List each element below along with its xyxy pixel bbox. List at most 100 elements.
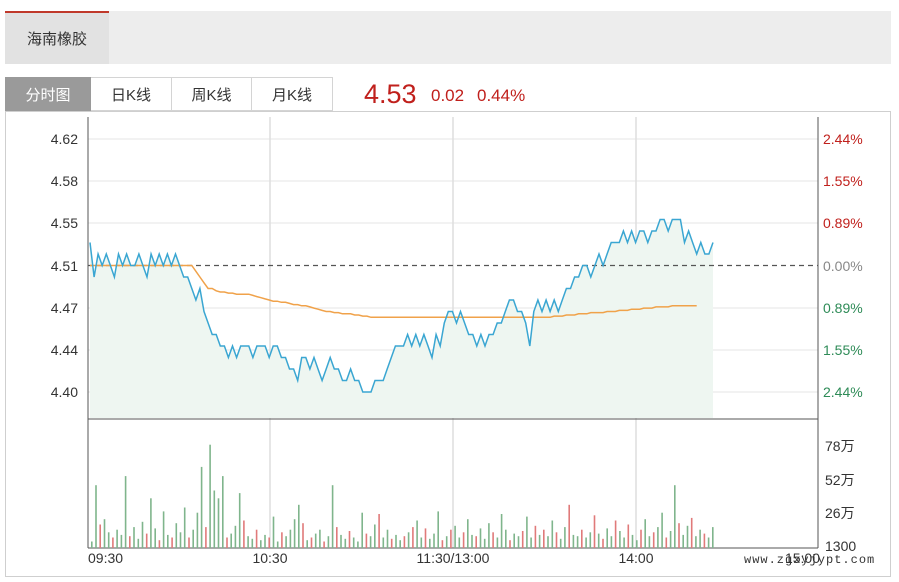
- volume-bar: [631, 534, 634, 548]
- volume-tick-label: 26万: [825, 505, 855, 521]
- volume-bar: [572, 534, 575, 548]
- volume-bar: [712, 527, 714, 548]
- volume-bar: [310, 537, 313, 548]
- volume-bar: [103, 519, 106, 548]
- volume-bar: [500, 514, 503, 548]
- volume-bar: [589, 532, 592, 548]
- time-tick-label: 09:30: [88, 550, 123, 566]
- tab-monthly-k[interactable]: 月K线: [252, 77, 333, 111]
- volume-bar: [369, 536, 372, 548]
- volume-bar: [196, 512, 199, 548]
- stock-name-tab[interactable]: 海南橡胶: [5, 11, 109, 64]
- volume-bar: [623, 537, 625, 548]
- volume-bar: [636, 540, 638, 548]
- price-line: [89, 218, 714, 393]
- volume-bar: [298, 504, 300, 548]
- volume-bar: [437, 511, 439, 548]
- volume-bar: [167, 534, 169, 548]
- volume-bar: [91, 541, 93, 548]
- volume-bar: [230, 533, 232, 548]
- volume-bar: [648, 536, 651, 548]
- volume-bar: [348, 531, 351, 548]
- volume-bar: [306, 540, 308, 548]
- volume-bar: [222, 476, 224, 548]
- volume-bar: [538, 534, 541, 548]
- volume-bar: [661, 512, 663, 548]
- volume-bar: [234, 525, 237, 548]
- time-tick-label: 11:30/13:00: [417, 550, 490, 566]
- volume-bar: [559, 538, 562, 548]
- volume-bar: [412, 527, 414, 548]
- volume-tick-label: 52万: [825, 472, 855, 488]
- price-tick-label: 4.47: [51, 300, 78, 316]
- volume-bar: [289, 529, 292, 548]
- volume-bar: [137, 538, 140, 548]
- volume-bar: [251, 538, 254, 548]
- volume-bar: [534, 525, 537, 548]
- volume-bar: [644, 519, 646, 548]
- volume-bar: [255, 529, 258, 548]
- volume-bar: [555, 532, 558, 548]
- percent-tick-label: 2.44%: [823, 384, 863, 400]
- volume-bar: [678, 523, 680, 548]
- volume-bar: [352, 537, 355, 548]
- volume-bar: [116, 529, 118, 548]
- volume-bar: [192, 529, 194, 548]
- volume-bar: [627, 524, 630, 548]
- volume-bar: [150, 498, 152, 548]
- volume-bar: [445, 536, 448, 548]
- volume-bar: [272, 516, 275, 548]
- volume-bar: [260, 540, 262, 548]
- volume-bar: [226, 537, 228, 548]
- avg-price-line: [90, 264, 697, 319]
- volume-bar: [606, 528, 608, 548]
- volume-bar: [99, 524, 101, 548]
- chart-frame: [5, 111, 891, 577]
- volume-bar: [568, 504, 570, 548]
- volume-bar: [462, 532, 465, 548]
- percent-tick-label: 0.00%: [823, 258, 863, 274]
- volume-bar: [120, 534, 123, 548]
- volume-bar: [429, 538, 431, 548]
- volume-bar: [378, 514, 380, 548]
- volume-bar: [509, 540, 511, 548]
- volume-bar: [517, 536, 520, 548]
- volume-bar: [614, 520, 617, 548]
- volume-bar: [488, 523, 490, 548]
- volume-bar: [179, 532, 182, 548]
- volume-bar: [619, 531, 621, 548]
- price-tick-label: 4.62: [51, 131, 78, 147]
- volume-bar: [124, 476, 127, 548]
- volume-bar: [264, 534, 266, 548]
- volume-bar: [547, 536, 549, 548]
- price-tick-label: 4.44: [51, 342, 78, 358]
- volume-bar: [551, 520, 554, 548]
- tab-daily-k[interactable]: 日K线: [91, 77, 172, 111]
- time-tick-label: 15:00: [785, 550, 820, 566]
- volume-bar: [585, 537, 587, 548]
- volume-bar: [395, 534, 397, 548]
- volume-bar: [479, 528, 482, 548]
- volume-bar: [674, 485, 676, 548]
- volume-bar: [336, 527, 338, 548]
- volume-bar: [471, 534, 473, 548]
- volume-bar: [483, 538, 486, 548]
- site-watermark: www.zgxyjypt.com: [744, 553, 876, 567]
- volume-bar: [281, 532, 283, 548]
- volume-bar: [576, 536, 579, 548]
- tab-weekly-k[interactable]: 周K线: [172, 77, 252, 111]
- volume-bar: [175, 523, 178, 548]
- current-price: 4.53: [364, 79, 417, 109]
- volume-bar: [416, 520, 418, 548]
- volume-bar: [496, 537, 499, 548]
- volume-bar: [564, 527, 566, 548]
- tab-intraday[interactable]: 分时图: [5, 77, 91, 111]
- volume-bar: [217, 498, 220, 548]
- volume-bar: [188, 537, 190, 548]
- volume-bar: [331, 485, 334, 548]
- volume-bar: [521, 531, 524, 548]
- volume-bar: [276, 541, 279, 548]
- percent-tick-label: 1.55%: [823, 342, 863, 358]
- volume-bar: [323, 541, 325, 548]
